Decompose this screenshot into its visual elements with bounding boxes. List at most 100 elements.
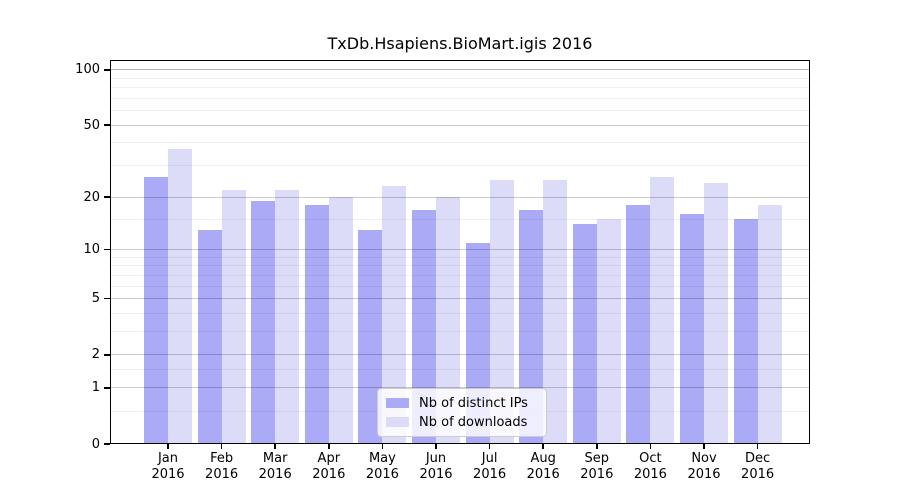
x-tick-mark-dec [756,444,759,449]
x-tick-month-feb: Feb [210,451,234,466]
y-tick-mark-10 [104,248,110,251]
x-tick-year-jan: 2016 [151,467,185,482]
x-tick-year-mar: 2016 [258,467,292,482]
y-tick-label-1: 1 [91,380,100,396]
gridline-major-1 [110,387,810,389]
gridline-major-50 [110,124,810,126]
x-tick-month-mar: Mar [262,451,288,466]
x-tick-label-may: May 2016 [352,451,412,483]
x-tick-label-nov: Nov 2016 [674,451,734,483]
gridline-minor-6 [110,285,810,287]
x-tick-month-jul: Jul [481,451,498,466]
x-tick-month-nov: Nov [691,451,717,466]
gridline-minor-3 [110,331,810,333]
x-tick-mark-feb [220,444,223,449]
y-tick-label-20: 20 [83,189,100,205]
x-tick-year-apr: 2016 [312,467,346,482]
y-tick-mark-5 [104,297,110,300]
y-tick-label-5: 5 [91,291,100,307]
x-tick-mark-mar [274,444,276,449]
x-tick-mark-sep [596,444,598,449]
y-tick-mark-20 [104,196,110,198]
bar-ips-jan [144,176,168,444]
chart-title: TxDb.Hsapiens.BioMart.igis 2016 [327,34,593,53]
legend-swatch-distinct-ips [386,398,409,408]
x-tick-month-jan: Jan [157,451,179,466]
y-tick-label-50: 50 [83,117,100,133]
x-tick-label-jun: Jun 2016 [406,451,466,483]
y-tick-mark-1 [104,387,110,389]
x-tick-mark-jan [167,444,169,449]
bar-ips-nov [680,214,704,444]
legend-label-downloads: Nb of downloads [419,414,528,430]
gridline-minor-4 [110,313,810,314]
x-tick-month-aug: Aug [530,451,556,466]
bar-ips-dec [733,219,758,444]
x-tick-month-may: May [368,451,396,466]
x-tick-year-dec: 2016 [741,467,775,482]
legend-item-downloads: Nb of downloads [386,415,538,430]
x-tick-label-jan: Jan 2016 [138,451,198,483]
gridline-minor-1_5 [110,369,810,371]
y-tick-label-100: 100 [75,62,100,78]
x-tick-mark-apr [328,444,330,449]
x-tick-month-sep: Sep [584,451,610,466]
bar-ips-sep [572,224,597,444]
grid-layer [110,60,810,444]
gridline-minor-30 [110,165,810,167]
bar-downloads-jan [168,149,192,444]
bar-downloads-oct [650,176,675,444]
bar-downloads-dec [757,205,782,444]
x-tick-month-dec: Dec [745,451,771,466]
x-tick-mark-jul [488,444,491,449]
bar-ips-feb [197,230,222,444]
gridline-major-20 [110,196,810,198]
x-tick-mark-nov [703,444,705,449]
legend: Nb of distinct IPs Nb of downloads [377,388,547,437]
bar-ips-apr [304,205,329,444]
bar-downloads-feb [221,189,246,444]
gridline-minor-70 [110,97,810,99]
gridline-minor-8 [110,265,810,267]
x-tick-month-jun: Jun [425,451,447,466]
gridline-major-10 [110,249,810,251]
y-tick-mark-2 [104,354,110,356]
gridline-major-100 [110,69,810,71]
legend-label-distinct-ips: Nb of distinct IPs [419,395,528,411]
bar-downloads-mar [275,189,300,444]
x-tick-year-jul: 2016 [473,467,507,482]
y-tick-label-2: 2 [91,347,100,363]
x-tick-label-jul: Jul 2016 [460,451,520,483]
x-tick-label-feb: Feb 2016 [192,451,252,483]
x-tick-month-oct: Oct [639,451,662,466]
y-tick-mark-50 [104,124,110,126]
x-tick-label-aug: Aug 2016 [513,451,573,483]
gridline-major-5 [110,298,810,300]
gridline-minor-7 [110,274,810,276]
gridline-minor-40 [110,142,810,144]
x-tick-year-may: 2016 [365,467,399,482]
x-tick-mark-aug [542,444,544,449]
legend-swatch-downloads [386,417,409,427]
bar-downloads-nov [704,183,728,444]
x-tick-year-oct: 2016 [633,467,667,482]
plot-area: Nb of distinct IPs Nb of downloads [110,60,810,444]
legend-item-distinct-ips: Nb of distinct IPs [386,396,538,411]
gridline-minor-15 [110,218,810,220]
bar-downloads-apr [328,197,353,444]
x-tick-label-dec: Dec 2016 [728,451,788,483]
x-tick-month-apr: Apr [317,451,341,466]
gridline-minor-60 [110,110,810,112]
x-tick-year-feb: 2016 [205,467,239,482]
x-tick-label-sep: Sep 2016 [567,451,627,483]
x-tick-year-jun: 2016 [419,467,453,482]
bar-ips-mar [251,201,276,444]
x-tick-year-nov: 2016 [687,467,721,482]
x-tick-year-sep: 2016 [580,467,614,482]
gridline-major-2 [110,354,810,356]
bar-downloads-aug [543,179,568,444]
x-tick-mark-jun [435,444,437,449]
gridline-minor-9 [110,256,810,258]
y-tick-mark-100 [104,69,110,71]
